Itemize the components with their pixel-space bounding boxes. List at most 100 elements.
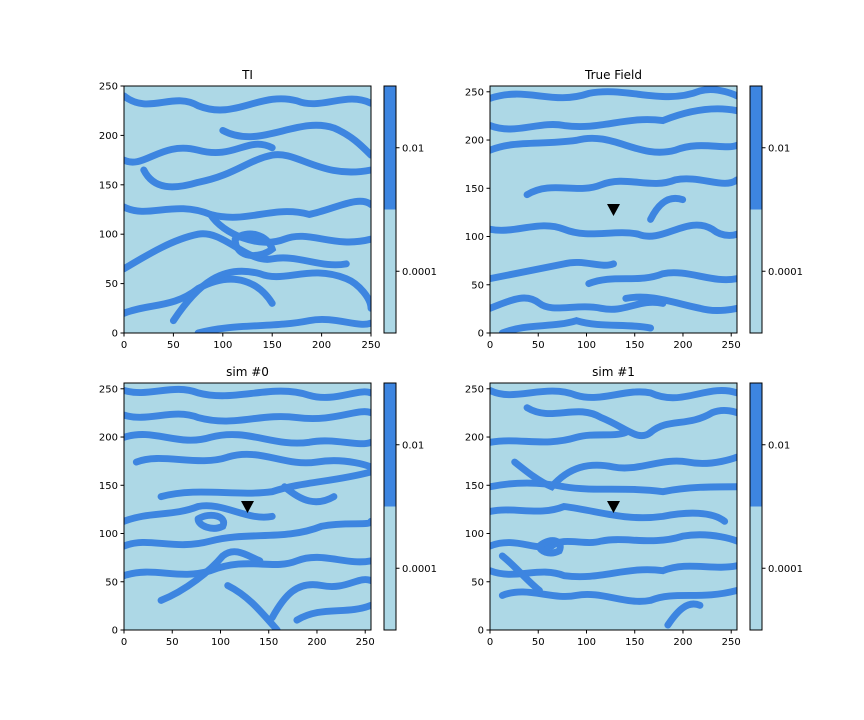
channel-9 — [124, 553, 371, 580]
channel-11 — [268, 576, 371, 622]
panel-1: True Field 0 50 100 150 200 250 0 50 100 150 200 250… — [465, 68, 803, 351]
channel-1 — [523, 404, 655, 440]
colorbar-tick-label: 0.01 — [402, 143, 424, 154]
x-tick-label: 100 — [577, 637, 596, 648]
y-tick-label: 100 — [99, 230, 118, 241]
y-tick-label: 100 — [99, 529, 118, 540]
panel-2: sim #0 0 50 100 150 200 250 0 50 100 150 200 250 0.01… — [99, 365, 437, 648]
colorbar-segment-high — [750, 86, 762, 210]
channel-10 — [157, 548, 264, 604]
y-tick-label: 100 — [465, 529, 484, 540]
x-tick-label: 250 — [722, 340, 741, 351]
x-tick-label: 0 — [121, 637, 127, 648]
channel-8 — [490, 294, 667, 313]
y-tick-label: 250 — [99, 384, 118, 395]
channel-7 — [490, 531, 737, 551]
x-tick-label: 200 — [307, 637, 326, 648]
channel-6 — [124, 502, 276, 525]
channel-11 — [664, 600, 704, 629]
channel-9 — [622, 293, 737, 314]
channel-10 — [498, 317, 655, 333]
channel-4 — [157, 468, 371, 501]
panel-3: sim #1 0 50 100 150 200 250 0 50 100 150 200 250 0.01… — [465, 365, 803, 648]
x-tick-label: 250 — [361, 340, 380, 351]
channel-12 — [293, 601, 371, 624]
axes-frame — [123, 382, 372, 631]
channel-8 — [124, 517, 371, 550]
channel-0 — [124, 92, 371, 114]
axes-frame — [123, 85, 372, 334]
channel-4 — [490, 221, 737, 240]
channel-2 — [647, 407, 737, 436]
y-tick-label: 0 — [478, 626, 484, 637]
axes-frame — [489, 382, 738, 631]
panel-0: TI 0 50 100 150 200 250 0 50 100 150 200 250 0.01 0.00… — [99, 68, 437, 351]
y-tick-label: 150 — [465, 184, 484, 195]
y-tick-label: 0 — [112, 329, 118, 340]
panel-title: sim #1 — [592, 365, 635, 379]
x-tick-label: 50 — [167, 340, 180, 351]
channel-6 — [490, 258, 617, 283]
x-tick-label: 0 — [487, 340, 493, 351]
channel-0 — [124, 385, 371, 401]
x-tick-label: 200 — [673, 340, 692, 351]
marker-triangle — [241, 501, 254, 513]
colorbar-segment-low — [750, 506, 762, 630]
channel-6 — [490, 502, 729, 525]
x-tick-label: 100 — [213, 340, 232, 351]
colorbar-tick-label: 0.01 — [402, 440, 424, 451]
colorbar-frame — [383, 382, 397, 631]
channel-6 — [124, 230, 350, 273]
channel-3 — [523, 175, 737, 199]
y-tick-label: 250 — [465, 87, 484, 98]
colorbar-segment-high — [384, 383, 396, 507]
x-tick-label: 250 — [356, 637, 375, 648]
colorbar-frame — [383, 85, 397, 334]
channel-0 — [490, 386, 737, 402]
channel-5 — [281, 483, 338, 506]
channel-5 — [206, 210, 371, 246]
channel-1 — [490, 105, 737, 133]
colorbar-segment-low — [384, 506, 396, 630]
x-tick-label: 50 — [532, 637, 545, 648]
channel-5 — [490, 479, 737, 496]
y-tick-label: 200 — [465, 433, 484, 444]
channel-8 — [535, 537, 564, 557]
channel-9 — [490, 562, 737, 581]
y-tick-label: 150 — [465, 481, 484, 492]
channel-10 — [498, 587, 737, 605]
channel-2 — [490, 134, 737, 156]
x-tick-label: 200 — [312, 340, 331, 351]
colorbar-segment-low — [750, 209, 762, 333]
y-tick-label: 200 — [99, 131, 118, 142]
colorbar-frame — [749, 382, 763, 631]
channel-9 — [169, 267, 371, 325]
channel-7 — [231, 230, 277, 259]
axes-frame — [489, 85, 738, 334]
channel-12 — [498, 552, 543, 594]
channel-3 — [219, 121, 371, 159]
channel-1 — [124, 140, 276, 166]
channel-3 — [490, 428, 630, 446]
channel-4 — [124, 197, 371, 221]
colorbar-tick-label: 0.01 — [768, 440, 790, 451]
y-tick-label: 250 — [99, 82, 118, 93]
x-tick-label: 0 — [121, 340, 127, 351]
colorbar-tick-label: 0.0001 — [402, 564, 437, 575]
x-tick-label: 150 — [259, 637, 278, 648]
colorbar-frame — [749, 85, 763, 334]
x-tick-label: 150 — [625, 637, 644, 648]
x-tick-label: 150 — [263, 340, 282, 351]
x-tick-label: 150 — [625, 340, 644, 351]
x-tick-label: 100 — [211, 637, 230, 648]
channel-7 — [585, 269, 737, 288]
channel-0 — [490, 86, 737, 102]
y-tick-label: 50 — [471, 577, 484, 588]
y-tick-label: 100 — [465, 232, 484, 243]
colorbar-tick-label: 0.0001 — [768, 564, 803, 575]
channel-1 — [124, 408, 371, 425]
channel-13 — [224, 582, 281, 630]
colorbar-tick-label: 0.0001 — [768, 267, 803, 278]
x-tick-label: 0 — [487, 637, 493, 648]
